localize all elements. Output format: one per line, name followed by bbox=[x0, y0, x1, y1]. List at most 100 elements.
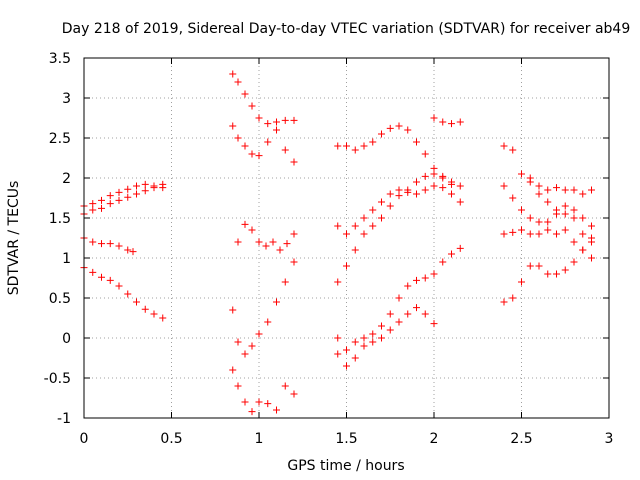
plot-frame bbox=[83, 57, 610, 419]
data-point bbox=[378, 198, 385, 206]
data-point bbox=[544, 198, 552, 206]
data-point bbox=[518, 278, 525, 286]
data-point bbox=[124, 185, 132, 193]
data-point bbox=[360, 142, 368, 150]
x-tick-label: 0.5 bbox=[160, 431, 182, 447]
data-point bbox=[439, 118, 447, 126]
data-point bbox=[283, 240, 291, 248]
data-point bbox=[535, 230, 543, 238]
data-point bbox=[369, 338, 377, 346]
series-arc-1d bbox=[229, 258, 298, 358]
data-point bbox=[579, 214, 587, 222]
data-point bbox=[159, 184, 167, 192]
data-point bbox=[343, 362, 350, 370]
data-point bbox=[544, 186, 552, 194]
data-point bbox=[579, 246, 587, 254]
data-point bbox=[588, 222, 595, 230]
data-point bbox=[234, 338, 242, 346]
y-tick-label: 0 bbox=[62, 331, 71, 347]
data-point bbox=[133, 298, 140, 306]
data-point bbox=[133, 190, 140, 198]
data-point bbox=[421, 310, 429, 318]
y-tick-label: -1 bbox=[57, 411, 71, 427]
data-point bbox=[526, 214, 534, 222]
data-point bbox=[264, 120, 272, 128]
data-point bbox=[579, 190, 587, 198]
data-point bbox=[248, 342, 256, 350]
x-tick-label: 0 bbox=[80, 431, 89, 447]
y-tick-label: 1.5 bbox=[49, 211, 71, 227]
data-point bbox=[248, 102, 256, 110]
data-point bbox=[413, 276, 420, 284]
data-point bbox=[234, 78, 242, 86]
data-point bbox=[141, 180, 149, 188]
data-point bbox=[588, 254, 595, 262]
data-point bbox=[509, 194, 517, 202]
data-point bbox=[89, 200, 97, 208]
data-point bbox=[430, 270, 438, 278]
data-point bbox=[518, 226, 525, 234]
data-point bbox=[369, 330, 377, 338]
chart-title: Day 218 of 2019, Sidereal Day-to-day VTE… bbox=[62, 21, 631, 37]
data-point bbox=[89, 238, 97, 246]
data-point bbox=[273, 126, 280, 134]
data-point bbox=[404, 126, 412, 134]
data-point bbox=[241, 350, 249, 358]
data-point bbox=[115, 282, 123, 290]
data-point bbox=[404, 282, 412, 290]
x-tick-label: 1 bbox=[255, 431, 264, 447]
series-arc-3b bbox=[500, 182, 595, 230]
data-point bbox=[106, 200, 114, 208]
data-point bbox=[369, 222, 377, 230]
y-tick-label: 3 bbox=[62, 91, 71, 107]
data-point bbox=[378, 130, 385, 138]
data-point bbox=[526, 174, 534, 182]
y-tick-label: 3.5 bbox=[49, 51, 71, 67]
data-point bbox=[561, 202, 569, 210]
data-point bbox=[343, 262, 350, 270]
data-point bbox=[518, 170, 525, 178]
data-point bbox=[115, 188, 123, 196]
data-point bbox=[351, 222, 359, 230]
data-point bbox=[334, 142, 342, 150]
data-point bbox=[290, 116, 298, 124]
series-arc-1a bbox=[229, 70, 298, 128]
data-point bbox=[404, 186, 412, 194]
data-point bbox=[360, 214, 368, 222]
data-point bbox=[413, 138, 420, 146]
data-point bbox=[351, 146, 359, 154]
data-point bbox=[248, 150, 256, 158]
data-point bbox=[234, 238, 242, 246]
series-arc-2a bbox=[334, 122, 455, 188]
data-point bbox=[124, 290, 132, 298]
data-point bbox=[159, 314, 167, 322]
data-point bbox=[234, 382, 242, 390]
data-point bbox=[421, 150, 429, 158]
data-point bbox=[141, 305, 149, 313]
data-point bbox=[273, 406, 280, 414]
data-point bbox=[229, 366, 237, 374]
data-point bbox=[448, 190, 455, 198]
data-point bbox=[570, 206, 578, 214]
data-point bbox=[509, 228, 517, 236]
y-tick-label: 2 bbox=[62, 171, 71, 187]
data-point bbox=[588, 186, 595, 194]
x-tick-label: 2.5 bbox=[510, 431, 532, 447]
data-point bbox=[273, 118, 280, 126]
data-point bbox=[561, 226, 569, 234]
data-point bbox=[500, 298, 508, 306]
x-tick-label: 2 bbox=[430, 431, 439, 447]
data-point bbox=[290, 230, 298, 238]
data-point bbox=[526, 230, 534, 238]
data-point bbox=[421, 186, 429, 194]
data-point bbox=[334, 222, 342, 230]
axes-layer: 0 0.5 1 1.5 2 2.5 3 -1 -0.5 0 0.5 1 1.5 2 2.5 3 3.5 bbox=[44, 51, 614, 447]
data-point bbox=[413, 304, 420, 312]
data-point bbox=[241, 90, 249, 98]
series-arc-2f bbox=[430, 114, 464, 128]
data-point bbox=[430, 182, 438, 190]
data-point bbox=[369, 206, 377, 214]
data-point bbox=[351, 338, 359, 346]
data-point bbox=[456, 198, 464, 206]
